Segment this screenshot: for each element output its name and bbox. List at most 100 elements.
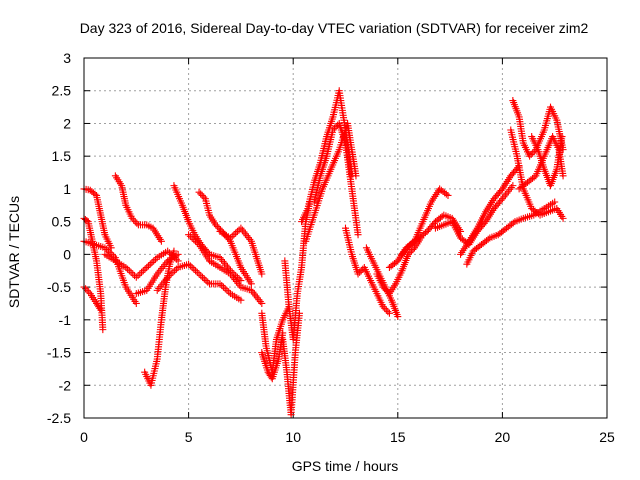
x-tick-label: 5 (185, 429, 193, 445)
data-point (223, 286, 231, 294)
data-point (83, 286, 91, 294)
data-point (559, 172, 567, 180)
data-point (130, 216, 138, 224)
data-point (213, 223, 221, 231)
data-point (172, 265, 180, 273)
chart-title: Day 323 of 2016, Sidereal Day-to-day VTE… (80, 20, 589, 36)
data-point (409, 245, 417, 253)
data-point (331, 124, 339, 132)
x-tick-label: 10 (285, 429, 301, 445)
data-point (133, 219, 141, 227)
data-point (124, 265, 132, 273)
y-tick-label: 1 (63, 181, 71, 197)
series-track-28 (463, 198, 559, 268)
data-point (164, 247, 172, 255)
series-track-15 (258, 329, 287, 383)
y-tick-label: -2 (59, 377, 72, 393)
data-point (233, 227, 241, 235)
data-point (444, 191, 452, 199)
data-point (204, 278, 212, 286)
series-track-06 (101, 247, 182, 281)
data-point (200, 193, 208, 201)
data-point (146, 260, 154, 268)
data-point (185, 231, 193, 239)
series-track-08 (141, 247, 178, 389)
data-point (193, 239, 201, 247)
data-point (354, 270, 362, 278)
x-tick-label: 0 (80, 429, 88, 445)
y-tick-label: -1 (59, 312, 72, 328)
data-point (558, 133, 566, 141)
series-track-25 (398, 211, 465, 258)
data-point (226, 234, 234, 242)
axis-ticks: -2.5 -2 -1.5 -1 -0.5 0 0.5 1 1.5 2 2.5 3 0 5 10 15 20 25 (47, 50, 615, 445)
data-points (80, 87, 567, 419)
data-point (167, 270, 175, 278)
data-point (379, 303, 387, 311)
data-point (174, 257, 182, 265)
data-point (186, 232, 194, 240)
data-point (139, 267, 147, 275)
series-track-23 (373, 234, 425, 298)
data-point (405, 242, 413, 250)
data-point (216, 280, 224, 288)
data-point (141, 265, 149, 273)
data-point (198, 191, 206, 199)
data-point (127, 268, 135, 276)
data-point (195, 270, 203, 278)
data-point (188, 263, 196, 271)
data-point (188, 234, 196, 242)
data-point (382, 286, 390, 294)
data-point (96, 304, 104, 312)
y-tick-label: 2 (63, 115, 71, 131)
data-point (329, 126, 337, 134)
data-point (509, 219, 517, 227)
data-point (529, 149, 537, 157)
data-point (122, 263, 130, 271)
data-point (527, 151, 535, 159)
x-tick-label: 20 (495, 429, 511, 445)
data-point (171, 267, 179, 275)
data-point (406, 249, 414, 257)
data-point (200, 275, 208, 283)
data-point (174, 250, 182, 258)
data-point (357, 267, 365, 275)
data-point (279, 329, 287, 337)
data-point (221, 285, 229, 293)
data-point (382, 306, 390, 314)
series-track-30 (507, 126, 567, 222)
data-point (497, 196, 505, 204)
data-point (129, 270, 137, 278)
data-point (215, 224, 223, 232)
data-point (190, 236, 198, 244)
data-point (430, 219, 438, 227)
y-tick-label: -1.5 (47, 345, 71, 361)
series-track-02 (80, 214, 107, 334)
series-track-21 (342, 224, 393, 317)
series-track-07 (132, 250, 182, 298)
data-point (497, 187, 505, 195)
series-track-12 (185, 231, 266, 307)
data-point (148, 259, 156, 267)
data-point (101, 244, 109, 252)
data-point (165, 272, 173, 280)
data-point (421, 229, 429, 237)
series-track-11 (153, 260, 245, 304)
x-tick-label: 25 (599, 429, 615, 445)
data-point (151, 255, 159, 263)
data-point (131, 218, 139, 226)
series-track-17 (281, 198, 314, 343)
data-point (354, 231, 362, 239)
data-point (193, 268, 201, 276)
data-point (509, 182, 517, 190)
series-track-20 (302, 119, 360, 245)
data-point (199, 273, 207, 281)
data-point (385, 309, 393, 317)
data-point (484, 235, 492, 243)
data-point (136, 270, 144, 278)
data-point (197, 272, 205, 280)
data-point (356, 268, 364, 276)
series-track-26 (431, 182, 517, 249)
data-point (407, 247, 415, 255)
data-point (384, 308, 392, 316)
